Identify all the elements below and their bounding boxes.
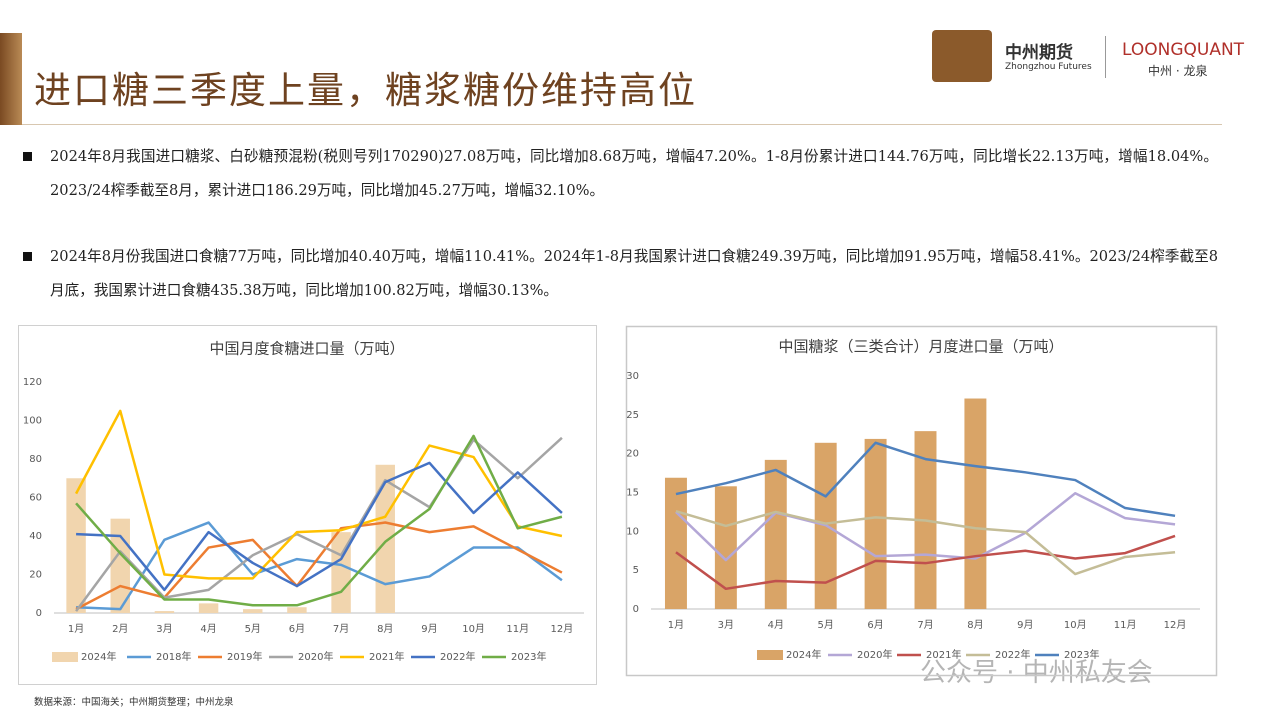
y-tick-label: 80 (29, 454, 42, 465)
bar (287, 607, 307, 613)
legend-label: 2021年 (369, 650, 404, 663)
line-series (675, 441, 1176, 518)
legend-swatch (52, 652, 78, 662)
y-tick-label: 20 (626, 449, 639, 460)
bar (198, 603, 219, 613)
legend-label: 2021年 (926, 648, 961, 661)
line-series (675, 509, 1176, 576)
bullet-text: 2024年8月我国进口糖浆、白砂糖预混粉(税则号列170290)27.08万吨，… (50, 148, 1218, 199)
legend-label: 2020年 (298, 650, 333, 663)
source-note: 数据来源：中国海关；中州期货整理；中州龙泉 (34, 697, 234, 708)
y-tick-label: 20 (29, 570, 42, 581)
legend-label: 2024年 (81, 650, 116, 663)
chart-frame (18, 325, 597, 685)
legend-label: 2024年 (786, 648, 821, 661)
y-tick-label: 60 (29, 493, 42, 504)
y-tick-label: 10 (626, 526, 639, 537)
brand-sub: 中州 · 龙泉 (1148, 64, 1208, 78)
slide-title: 进口糖三季度上量，糖浆糖份维持高位 (34, 69, 697, 112)
x-tick-label: 10月 (1064, 619, 1087, 631)
line-series (75, 521, 563, 611)
line-series (75, 436, 563, 612)
line-series (675, 492, 1176, 562)
watermark: 公众号 · 中州私友会 (920, 658, 1153, 688)
x-tick-label: 3月 (156, 623, 172, 635)
x-tick-label: 5月 (817, 619, 833, 631)
legend-label: 2020年 (857, 648, 892, 661)
x-tick-label: 8月 (377, 623, 393, 635)
logo-name: 中州期货 (1005, 43, 1073, 63)
x-tick-label: 1月 (668, 619, 684, 631)
line-series (675, 534, 1176, 591)
accent-bar (0, 33, 22, 125)
legend-label: 2022年 (440, 650, 475, 663)
x-tick-label: 5月 (245, 623, 261, 635)
x-tick-label: 10月 (462, 623, 485, 635)
bullet-marker (23, 252, 32, 261)
legend-label: 2023年 (1064, 648, 1099, 661)
legend-label: 2022年 (995, 648, 1030, 661)
line-series (75, 434, 563, 607)
x-tick-label: 7月 (333, 623, 349, 635)
x-tick-label: 9月 (421, 623, 437, 635)
bar (154, 611, 175, 613)
bar (964, 398, 987, 609)
legend-swatch (757, 650, 783, 660)
bar (764, 459, 787, 609)
y-tick-label: 30 (626, 371, 639, 382)
y-tick-label: 0 (36, 608, 42, 619)
chart-frame (625, 325, 1218, 677)
logo-divider (1105, 36, 1106, 78)
x-tick-label: 11月 (506, 623, 529, 635)
y-tick-label: 15 (626, 488, 639, 499)
y-tick-label: 0 (633, 604, 639, 615)
logo-sub: Zhongzhou Futures (1005, 62, 1092, 72)
x-tick-label: 12月 (1164, 619, 1187, 631)
y-tick-label: 5 (633, 565, 639, 576)
x-tick-label: 4月 (768, 619, 784, 631)
legend-label: 2019年 (227, 650, 262, 663)
x-tick-label: 9月 (1017, 619, 1033, 631)
bar (66, 478, 86, 613)
brand: LOONGQUANT (1122, 40, 1245, 60)
bullet-marker (23, 152, 32, 161)
bar (864, 438, 887, 609)
x-tick-label: 6月 (289, 623, 305, 635)
x-tick-label: 12月 (551, 623, 574, 635)
legend-label: 2018年 (156, 650, 191, 663)
y-tick-label: 100 (23, 416, 42, 427)
bar (375, 464, 395, 613)
x-tick-label: 6月 (867, 619, 883, 631)
y-tick-label: 25 (626, 410, 639, 421)
x-tick-label: 8月 (967, 619, 983, 631)
logo-icon (932, 30, 992, 82)
legend-label: 2023年 (511, 650, 546, 663)
bar (243, 609, 263, 613)
x-tick-label: 7月 (917, 619, 933, 631)
chart-title: 中国月度食糖进口量（万吨） (209, 340, 404, 358)
y-tick-label: 120 (23, 377, 42, 388)
bullet-text: 2024年8月份我国进口食糖77万吨，同比增加40.40万吨，增幅110.41%… (50, 248, 1218, 299)
x-tick-label: 3月 (718, 619, 734, 631)
title-rule (22, 124, 1222, 125)
bar (714, 486, 737, 609)
bar (664, 477, 687, 609)
y-tick-label: 40 (29, 531, 42, 542)
x-tick-label: 1月 (68, 623, 84, 635)
chart-title: 中国糖浆（三类合计）月度进口量（万吨） (778, 338, 1063, 356)
x-tick-label: 2月 (112, 623, 128, 635)
x-tick-label: 11月 (1114, 619, 1137, 631)
x-tick-label: 4月 (200, 623, 216, 635)
line-series (76, 461, 563, 592)
line-series (74, 409, 563, 580)
